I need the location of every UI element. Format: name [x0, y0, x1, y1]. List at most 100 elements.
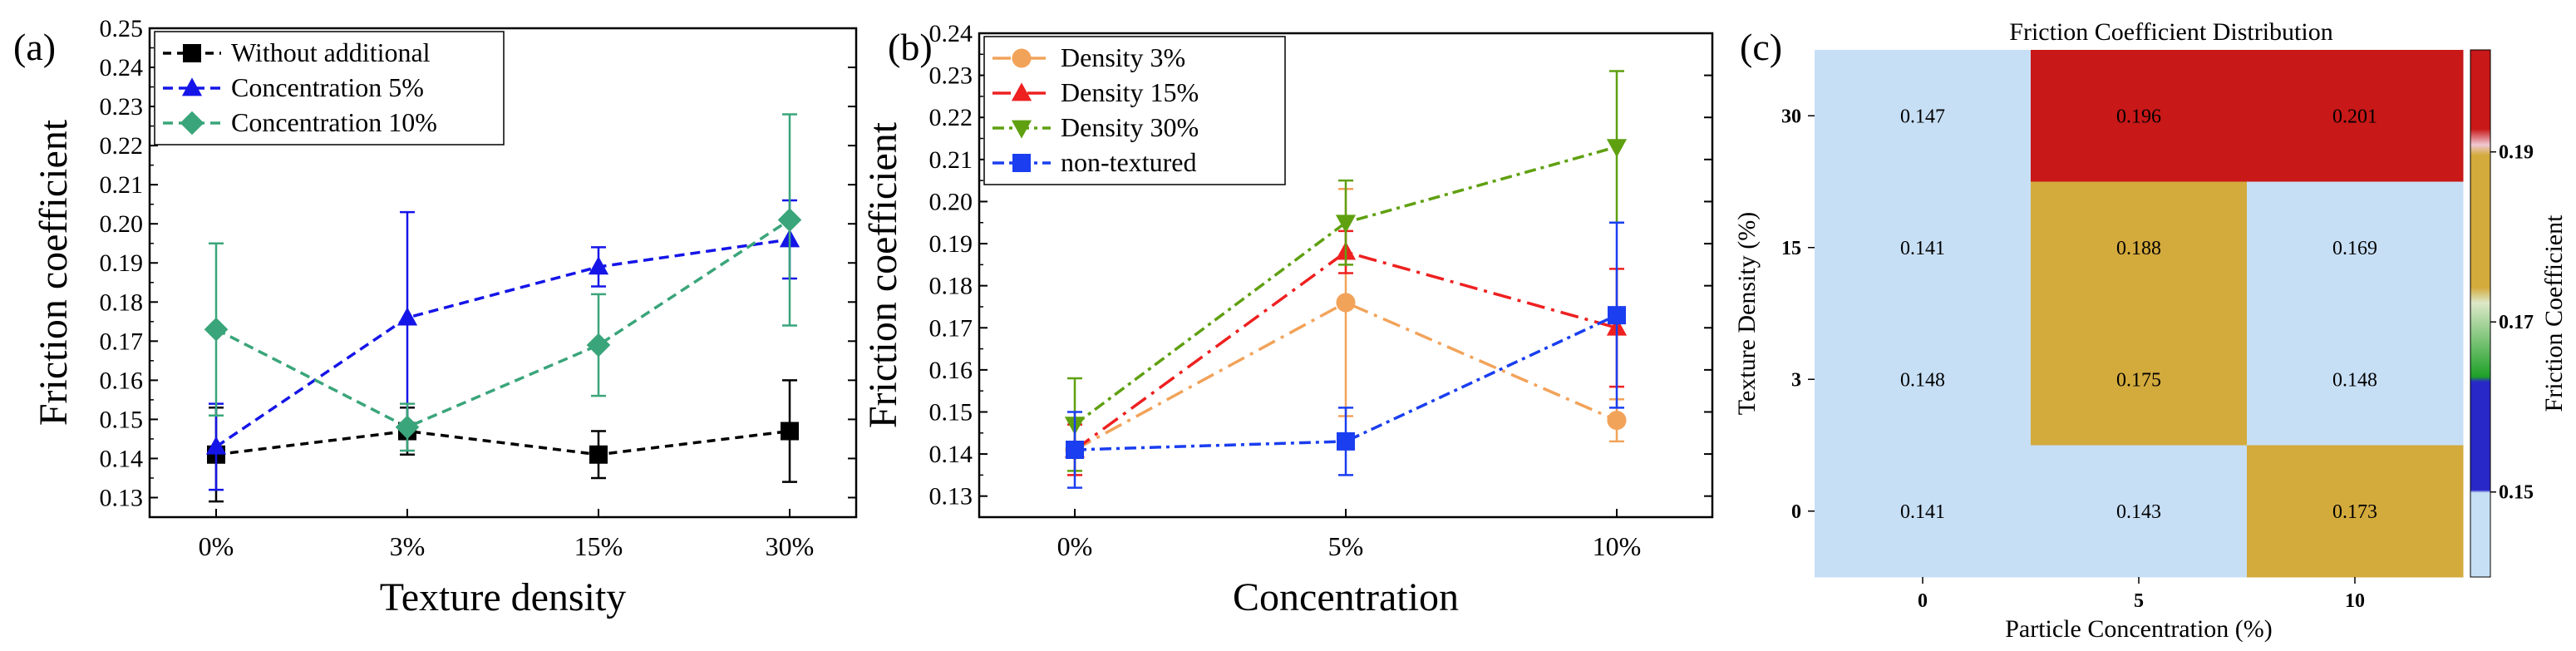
- legend-marker: [1012, 48, 1032, 68]
- data-point: [1607, 411, 1627, 431]
- series-concentration-5-: [205, 199, 800, 491]
- data-point: [204, 317, 229, 342]
- data-point: [781, 422, 799, 441]
- heatmap-cell: [2247, 50, 2464, 182]
- heatmap-cell-value: 0.141: [1900, 238, 1945, 259]
- heatmap-title: Friction Coefficient Distribution: [2009, 18, 2332, 46]
- y-tick-label: 0.18: [100, 289, 144, 316]
- data-point: [395, 415, 420, 440]
- heatmap-cell: [2031, 313, 2248, 446]
- x-tick-label: 10%: [1593, 531, 1642, 561]
- y-tick-label: 0.19: [100, 249, 144, 277]
- legend-marker: [180, 111, 204, 136]
- heatmap-cell-value: 0.201: [2332, 106, 2377, 127]
- heatmap-cell-value: 0.175: [2116, 369, 2161, 391]
- series-non-textured: [1066, 221, 1626, 489]
- y-tick-label: 0.23: [929, 62, 973, 90]
- heatmap-cell: [1815, 50, 2032, 182]
- colorbar-tick-label: 0.19: [2499, 142, 2534, 164]
- x-axis-label: Texture density: [380, 575, 627, 619]
- panel-b-label: (b): [888, 26, 933, 68]
- legend-marker: [1012, 154, 1031, 172]
- legend-label: Without additional: [231, 37, 431, 67]
- y-axis-label: Friction coefficient: [861, 121, 905, 428]
- legend-marker: [181, 77, 203, 96]
- data-point: [205, 436, 227, 455]
- series-line: [1073, 145, 1618, 427]
- x-tick-label: 15%: [574, 531, 623, 561]
- heatmap-cell: [2247, 313, 2464, 446]
- data-point: [586, 333, 611, 358]
- data-point: [1608, 306, 1626, 325]
- legend-label: non-textured: [1061, 147, 1197, 177]
- y-tick-label: 0.21: [929, 146, 973, 174]
- x-tick-label: 0: [1918, 590, 1928, 612]
- heatmap-cell: [1815, 445, 2032, 578]
- y-tick-label: 0.19: [929, 230, 973, 258]
- x-tick-label: 5: [2134, 590, 2144, 612]
- heatmap-cell: [2247, 181, 2464, 314]
- legend-marker: [1011, 120, 1032, 139]
- legend-label: Density 3%: [1061, 42, 1185, 72]
- colorbar: [2470, 49, 2491, 578]
- legend: Without additional Concentration 5% Concen…: [154, 31, 505, 145]
- y-tick-label: 0.15: [100, 406, 144, 433]
- data-point: [1336, 293, 1356, 313]
- x-axis-label: Concentration: [1233, 575, 1459, 619]
- heatmap-cell-value: 0.173: [2332, 501, 2377, 523]
- data-point: [777, 208, 802, 232]
- x-tick-label: 0%: [1057, 531, 1093, 561]
- colorbar-label: Friction Coefficient: [2540, 215, 2568, 412]
- panel-a-label: (a): [13, 26, 56, 68]
- y-tick-label: 0.14: [929, 441, 973, 468]
- x-tick-label: 3%: [390, 531, 426, 561]
- series-concentration-10-: [204, 113, 802, 452]
- legend-label: Density 15%: [1061, 77, 1199, 107]
- y-tick-label: 0.17: [100, 328, 144, 355]
- heatmap-cell-value: 0.148: [2332, 369, 2377, 391]
- heatmap-cell: [2031, 181, 2248, 314]
- y-axis-label: Texture Density (%): [1733, 212, 1761, 415]
- y-tick-label: 0: [1791, 501, 1801, 523]
- y-tick-label: 0.24: [929, 20, 973, 47]
- series-line: [1073, 250, 1618, 451]
- heatmap-cell-value: 0.147: [1900, 106, 1945, 127]
- heatmap-cell: [1815, 181, 2032, 314]
- legend-label: Concentration 10%: [231, 107, 437, 137]
- legend-box: [983, 36, 1286, 185]
- heatmap-cell: [2031, 50, 2248, 182]
- y-tick-label: 0.18: [929, 273, 973, 300]
- legend-marker: [1011, 82, 1032, 101]
- legend: Density 3% Density 15% Density 30% non-text…: [983, 36, 1286, 185]
- legend-label: Concentration 5%: [231, 72, 424, 102]
- data-point: [1606, 139, 1628, 158]
- data-point: [396, 307, 418, 326]
- x-tick-label: 0%: [199, 531, 234, 561]
- legend-label: Density 30%: [1061, 112, 1199, 142]
- plot-frame: [148, 27, 858, 519]
- data-point: [1337, 432, 1355, 451]
- x-tick-label: 10: [2345, 590, 2365, 612]
- data-point: [1066, 441, 1084, 460]
- panel-c-heatmap: (c) Friction Coefficient Distribution 0.…: [1733, 18, 2568, 643]
- heatmap-cell-value: 0.143: [2116, 501, 2161, 523]
- heatmap-cell: [2031, 445, 2248, 578]
- series-line: [215, 429, 791, 456]
- heatmap-cell-value: 0.188: [2116, 238, 2161, 259]
- y-tick-label: 0.22: [929, 104, 973, 131]
- colorbar-tick-label: 0.15: [2499, 482, 2534, 504]
- data-point: [588, 256, 609, 275]
- heatmap-cell-value: 0.141: [1900, 501, 1945, 523]
- x-tick-label: 30%: [766, 531, 815, 561]
- data-point: [589, 445, 608, 464]
- y-tick-label: 0.25: [100, 15, 144, 42]
- y-tick-label: 0.23: [100, 93, 144, 121]
- y-tick-label: 0.20: [929, 188, 973, 215]
- heatmap-cell-value: 0.169: [2332, 238, 2377, 259]
- y-tick-label: 30: [1781, 106, 1801, 127]
- y-tick-label: 0.15: [929, 398, 973, 426]
- y-tick-label: 3: [1791, 369, 1801, 391]
- y-axis-label: Friction coefficient: [32, 119, 76, 426]
- panel-c-label: (c): [1740, 26, 1782, 68]
